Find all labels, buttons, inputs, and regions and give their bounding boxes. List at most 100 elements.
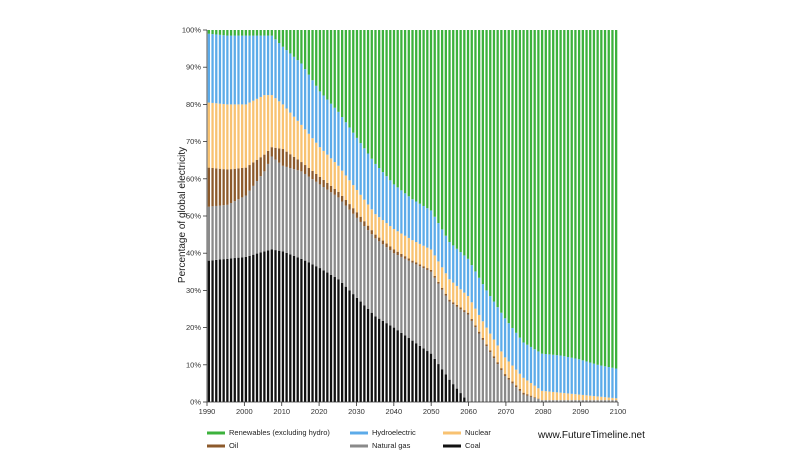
- bar-segment: [429, 210, 433, 250]
- bar-segment: [478, 314, 481, 332]
- bar-segment: [370, 230, 373, 235]
- bar-segment: [529, 383, 533, 396]
- bar-segment: [263, 154, 266, 172]
- bar-segment: [563, 400, 566, 402]
- bar-segment: [363, 148, 366, 200]
- bar-segment: [292, 30, 296, 57]
- bar-segment: [207, 30, 210, 34]
- bar-segment: [266, 250, 270, 402]
- bar-segment: [455, 285, 459, 305]
- bar-segment: [437, 364, 440, 402]
- bar-segment: [329, 274, 333, 402]
- bar-layer: [207, 30, 618, 402]
- bar-segment: [392, 327, 396, 402]
- y-tick-label: 30%: [186, 286, 201, 295]
- bar-segment: [233, 201, 236, 259]
- bar-segment: [437, 223, 440, 262]
- bar-segment: [555, 355, 559, 393]
- bar-segment: [555, 392, 559, 401]
- bar-segment: [366, 204, 370, 226]
- x-tick-label: 2050: [423, 407, 440, 416]
- bar-segment: [333, 194, 336, 278]
- bar-segment: [385, 243, 388, 248]
- bar-segment: [396, 30, 399, 188]
- bar-segment: [348, 127, 351, 181]
- bar-segment: [252, 254, 255, 402]
- bar-segment: [596, 30, 599, 365]
- bar-segment: [315, 173, 318, 182]
- bar-segment: [252, 100, 255, 163]
- bar-segment: [544, 30, 547, 355]
- bar-segment: [363, 30, 366, 149]
- bar-segment: [563, 393, 566, 401]
- bar-segment: [337, 191, 340, 198]
- bar-segment: [311, 264, 314, 402]
- bar-segment: [370, 312, 373, 402]
- bar-segment: [285, 166, 288, 253]
- bar-segment: [418, 266, 422, 346]
- bar-segment: [544, 400, 547, 402]
- bar-segment: [359, 143, 362, 195]
- bar-segment: [515, 332, 518, 370]
- bar-segment: [352, 208, 355, 214]
- bar-segment: [215, 103, 218, 169]
- bar-segment: [237, 199, 240, 258]
- bar-segment: [218, 34, 222, 104]
- x-tick-label: 2090: [572, 407, 589, 416]
- bar-segment: [515, 369, 518, 386]
- bar-segment: [385, 323, 388, 402]
- bar-segment: [355, 212, 359, 218]
- bar-segment: [226, 169, 229, 205]
- bar-segment: [359, 194, 362, 217]
- bar-segment: [566, 400, 570, 402]
- bar-segment: [389, 325, 392, 402]
- bar-segment: [307, 30, 310, 75]
- bar-segment: [411, 260, 414, 263]
- bar-segment: [215, 259, 218, 402]
- bar-segment: [270, 35, 273, 96]
- bar-segment: [518, 337, 522, 374]
- bar-segment: [355, 217, 359, 298]
- bar-segment: [440, 369, 444, 402]
- bar-segment: [270, 30, 273, 36]
- bar-segment: [226, 204, 229, 259]
- bar-segment: [326, 182, 329, 190]
- bar-segment: [403, 193, 407, 236]
- bar-segment: [255, 98, 259, 160]
- bar-segment: [522, 377, 525, 393]
- bar-segment: [400, 332, 403, 402]
- bar-segment: [233, 104, 236, 169]
- bar-segment: [466, 295, 470, 313]
- bar-segment: [381, 172, 385, 221]
- bar-segment: [552, 354, 555, 392]
- bar-segment: [374, 214, 377, 235]
- bar-segment: [537, 351, 540, 389]
- bar-segment: [303, 173, 307, 261]
- bar-segment: [229, 30, 233, 36]
- bar-segment: [581, 360, 584, 395]
- bar-segment: [374, 163, 377, 215]
- bar-segment: [411, 199, 414, 241]
- bar-segment: [585, 30, 588, 362]
- bar-segment: [529, 30, 533, 347]
- bar-segment: [485, 344, 488, 347]
- bar-segment: [607, 397, 610, 401]
- bar-segment: [544, 391, 547, 401]
- bar-segment: [348, 180, 351, 205]
- bar-segment: [589, 400, 592, 402]
- bar-segment: [285, 252, 288, 402]
- bar-segment: [255, 30, 259, 36]
- bar-segment: [248, 102, 251, 166]
- bar-segment: [392, 184, 396, 230]
- bar-segment: [426, 30, 429, 209]
- bar-segment: [440, 30, 444, 230]
- bar-segment: [222, 259, 225, 402]
- bar-segment: [548, 391, 551, 401]
- bar-segment: [311, 179, 314, 265]
- bar-segment: [381, 320, 385, 402]
- bar-segment: [537, 30, 540, 352]
- y-tick-label: 50%: [186, 212, 201, 221]
- x-axis-ticks: 1990 2000 2010 2020 2030 2040 2050 2060 2070 2080…: [199, 402, 626, 416]
- bar-segment: [433, 358, 436, 402]
- bar-segment: [396, 330, 399, 402]
